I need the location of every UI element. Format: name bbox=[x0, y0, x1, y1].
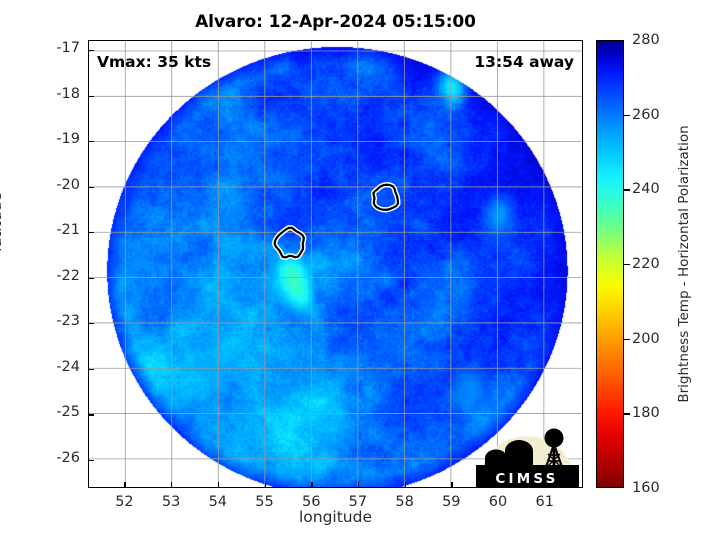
x-tick-label: 54 bbox=[208, 494, 228, 510]
colorbar-tick-mark bbox=[624, 189, 630, 191]
y-tick-label: -22 bbox=[56, 267, 80, 284]
y-tick-label: -20 bbox=[56, 176, 80, 193]
time-away-annotation: 13:54 away bbox=[474, 53, 574, 71]
x-tick-mark bbox=[217, 482, 220, 488]
y-tick-label: -21 bbox=[56, 222, 80, 239]
y-tick-mark bbox=[88, 323, 94, 325]
y-tick-label: -17 bbox=[56, 40, 80, 57]
colorbar-tick-mark bbox=[624, 114, 630, 116]
x-tick-label: 61 bbox=[535, 494, 554, 510]
x-tick-label: 57 bbox=[348, 494, 368, 510]
colorbar-tick-label: 280 bbox=[632, 32, 660, 48]
x-axis-label: longitude bbox=[298, 508, 373, 526]
y-tick-mark bbox=[88, 368, 94, 370]
colorbar-tick-mark bbox=[624, 264, 630, 266]
x-tick-label: 55 bbox=[255, 494, 274, 510]
y-tick-label: -25 bbox=[56, 404, 80, 421]
y-tick-label: -26 bbox=[56, 449, 80, 466]
y-tick-label: -18 bbox=[56, 85, 80, 102]
y-tick-mark bbox=[88, 277, 94, 279]
colorbar-tick-label: 260 bbox=[632, 106, 660, 123]
y-tick-mark bbox=[88, 186, 94, 188]
colorbar-tick-mark bbox=[624, 413, 630, 415]
y-axis-label: latitude bbox=[0, 192, 5, 252]
y-tick-label: -23 bbox=[56, 313, 80, 330]
colorbar-tick-label: 180 bbox=[632, 405, 660, 422]
colorbar-tick-mark bbox=[624, 338, 630, 340]
y-tick-mark bbox=[88, 414, 94, 416]
y-tick-label: -24 bbox=[56, 358, 80, 375]
water-tower-icon bbox=[544, 428, 564, 448]
colorbar-tick-label: 240 bbox=[632, 181, 660, 198]
logo-ground-band bbox=[476, 465, 579, 488]
x-tick-label: 53 bbox=[161, 494, 181, 510]
brightness-temperature-raster bbox=[89, 41, 582, 487]
x-tick-mark bbox=[311, 482, 313, 488]
cimss-logo: CIMSS bbox=[476, 428, 579, 488]
x-tick-mark bbox=[451, 482, 453, 488]
y-tick-mark bbox=[88, 141, 94, 143]
y-tick-mark bbox=[88, 232, 94, 234]
x-tick-label: 56 bbox=[301, 494, 321, 510]
x-tick-label: 60 bbox=[488, 494, 508, 510]
colorbar-tick-label: 200 bbox=[632, 330, 660, 347]
x-tick-mark bbox=[404, 482, 406, 488]
x-tick-mark bbox=[357, 482, 360, 488]
x-tick-mark bbox=[171, 482, 173, 488]
colorbar-label: Brightness Temp - Horizontal Polarizatio… bbox=[676, 125, 692, 403]
vmax-annotation: Vmax: 35 kts bbox=[97, 53, 212, 71]
x-tick-label: 58 bbox=[395, 494, 414, 510]
y-tick-mark bbox=[88, 50, 94, 52]
y-tick-label: -19 bbox=[56, 131, 80, 148]
colorbar-tick-label: 220 bbox=[632, 256, 660, 272]
page-title: Alvaro: 12-Apr-2024 05:15:00 bbox=[195, 12, 476, 32]
y-tick-mark bbox=[88, 459, 94, 462]
y-tick-mark bbox=[88, 95, 94, 97]
x-tick-mark bbox=[264, 482, 266, 488]
colorbar bbox=[596, 40, 624, 488]
x-tick-label: 59 bbox=[442, 494, 461, 510]
x-tick-mark bbox=[124, 482, 126, 488]
cimss-wordmark: CIMSS bbox=[495, 471, 558, 487]
x-tick-label: 52 bbox=[115, 494, 134, 510]
colorbar-tick-label: 160 bbox=[632, 480, 660, 496]
